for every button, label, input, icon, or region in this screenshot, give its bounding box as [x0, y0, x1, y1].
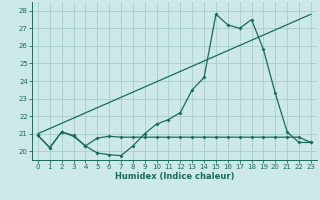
X-axis label: Humidex (Indice chaleur): Humidex (Indice chaleur)	[115, 172, 234, 181]
